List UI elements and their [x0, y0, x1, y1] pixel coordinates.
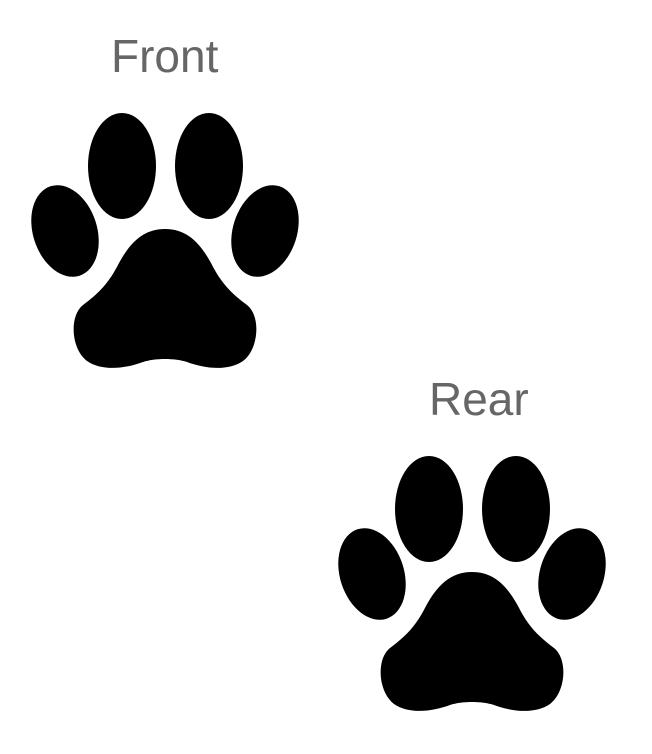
toe-inner-left — [395, 456, 463, 562]
main-pad — [380, 572, 564, 711]
toe-inner-right — [175, 113, 243, 219]
front-paw-print-icon — [31, 113, 299, 373]
toe-outer-left — [31, 185, 99, 277]
main-pad — [73, 229, 257, 368]
rear-paw-print-icon — [338, 456, 606, 716]
toe-outer-right — [231, 185, 299, 277]
rear-label: Rear — [429, 373, 529, 425]
front-label: Front — [111, 30, 219, 82]
toe-outer-left — [338, 528, 406, 620]
toe-inner-right — [482, 456, 550, 562]
toe-inner-left — [88, 113, 156, 219]
toe-outer-right — [538, 528, 606, 620]
